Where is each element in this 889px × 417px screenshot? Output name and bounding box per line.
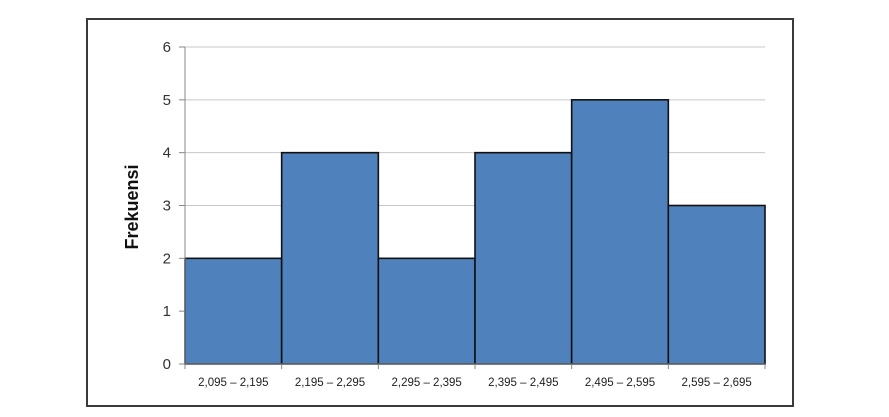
bar xyxy=(377,257,476,365)
bar xyxy=(570,99,670,365)
y-tick-label: 2 xyxy=(163,250,171,267)
x-tick-label: 2,595 – 2,695 xyxy=(681,377,751,389)
x-tick-label: 2,395 – 2,495 xyxy=(488,377,558,389)
bar xyxy=(474,151,573,365)
x-tick-labels: 2,095 – 2,195 2,195 – 2,295 2,295 – 2,395 2… xyxy=(198,377,752,389)
y-tick-label: 4 xyxy=(163,145,171,162)
x-tick-label: 2,495 – 2,595 xyxy=(585,377,655,389)
y-axis-label: Frekuensi xyxy=(122,164,142,249)
axes xyxy=(179,46,766,369)
bars xyxy=(184,99,766,365)
x-tick-label: 2,295 – 2,395 xyxy=(391,377,461,389)
y-tick-labels: 0 1 2 3 4 5 6 xyxy=(163,39,171,373)
y-tick-label: 6 xyxy=(163,39,171,56)
x-tick-label: 2,095 – 2,195 xyxy=(198,377,268,389)
bar xyxy=(184,257,283,365)
x-tick-label: 2,195 – 2,295 xyxy=(295,377,365,389)
bar xyxy=(667,204,766,365)
bar xyxy=(280,151,380,365)
y-tick-label: 1 xyxy=(163,303,171,320)
y-tick-label: 0 xyxy=(163,356,171,373)
y-tick-label: 5 xyxy=(163,92,171,109)
y-tick-label: 3 xyxy=(163,198,171,215)
